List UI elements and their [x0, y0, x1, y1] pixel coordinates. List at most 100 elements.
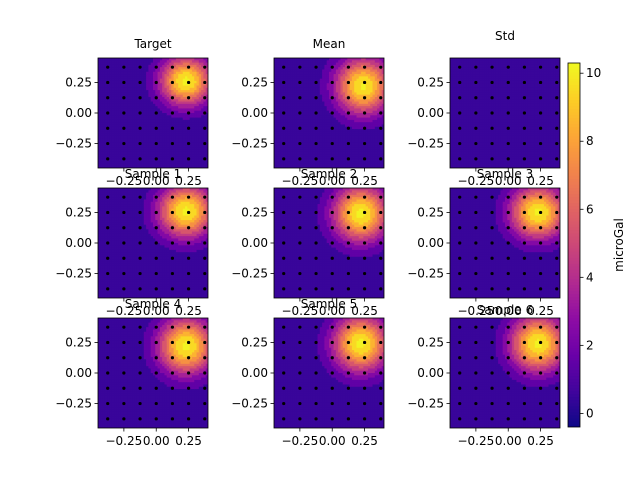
station-dot — [362, 195, 367, 199]
station-dot — [186, 401, 191, 406]
station-dot — [314, 386, 318, 390]
panel-title: Std — [495, 29, 515, 43]
station-dot — [506, 80, 510, 85]
station-dot — [538, 126, 543, 130]
y-tick-label: 0.00 — [65, 106, 92, 120]
x-tick-label: 0.25 — [351, 304, 378, 318]
y-tick-label: 0.25 — [241, 335, 268, 349]
station-dot — [122, 325, 126, 329]
station-dot — [122, 271, 126, 276]
station-dot — [298, 126, 302, 130]
y-tick-label: −0.25 — [231, 137, 268, 151]
station-dot — [538, 80, 543, 85]
station-dot — [362, 401, 367, 406]
y-tick-label: 0.00 — [241, 366, 268, 380]
x-tick-label: −0.25 — [457, 304, 494, 318]
station-dot — [490, 386, 494, 390]
station-dot — [106, 386, 110, 390]
station-dot — [203, 371, 207, 375]
station-dot — [474, 340, 478, 345]
station-dot — [346, 65, 351, 69]
station-dot — [154, 356, 158, 360]
station-dot — [282, 256, 286, 260]
station-dot — [186, 256, 191, 260]
station-dot — [314, 371, 318, 375]
station-dot — [298, 256, 302, 260]
station-dot — [314, 80, 318, 85]
station-dot — [490, 210, 494, 215]
station-dot — [490, 226, 494, 230]
station-dot — [282, 210, 286, 215]
station-dot — [362, 126, 367, 130]
station-dot — [314, 401, 318, 406]
station-dot — [522, 356, 527, 360]
x-tick-label: 0.25 — [175, 304, 202, 318]
x-tick-label: 0.00 — [143, 434, 170, 448]
station-dot — [154, 386, 158, 390]
contour-field — [450, 58, 560, 168]
station-dot — [555, 417, 559, 421]
station-dot — [362, 210, 367, 215]
station-dot — [186, 356, 191, 360]
station-dot — [106, 195, 110, 199]
station-dot — [506, 226, 510, 230]
y-tick-label: 0.25 — [417, 75, 444, 89]
station-dot — [170, 111, 175, 115]
station-dot — [282, 340, 286, 345]
station-dot — [282, 356, 286, 360]
station-dot — [298, 141, 302, 146]
station-dot — [186, 96, 191, 100]
station-dot — [314, 126, 318, 130]
station-dot — [506, 371, 510, 375]
station-dot — [538, 226, 543, 230]
y-tick-label: −0.25 — [231, 397, 268, 411]
y-tick-label: 0.25 — [241, 205, 268, 219]
station-dot — [138, 241, 142, 245]
station-dot — [106, 340, 110, 345]
station-dot — [106, 111, 110, 115]
station-dot — [106, 256, 110, 260]
station-dot — [362, 287, 367, 291]
station-dot — [506, 401, 510, 406]
contour-field — [98, 318, 208, 428]
station-dot — [379, 226, 383, 230]
contour-field — [274, 188, 384, 298]
panel-title: Sample 6 — [477, 303, 533, 317]
station-dot — [379, 371, 383, 375]
station-dot — [203, 386, 207, 390]
station-dot — [186, 325, 191, 329]
station-dot — [298, 111, 302, 115]
station-dot — [490, 256, 494, 260]
station-dot — [330, 226, 334, 230]
station-dot — [122, 401, 126, 406]
station-dot — [186, 65, 191, 69]
station-dot — [458, 256, 462, 260]
x-tick-label: 0.25 — [527, 304, 554, 318]
station-dot — [170, 210, 175, 215]
station-dot — [170, 65, 175, 69]
y-tick-label: 0.00 — [417, 236, 444, 250]
station-dot — [474, 241, 478, 245]
station-dot — [506, 210, 510, 215]
station-dot — [379, 195, 383, 199]
station-dot — [379, 417, 383, 421]
station-dot — [522, 111, 527, 115]
station-dot — [555, 256, 559, 260]
x-tick-label: 0.00 — [319, 434, 346, 448]
y-tick-label: −0.25 — [407, 267, 444, 281]
station-dot — [330, 340, 334, 345]
station-dot — [330, 356, 334, 360]
station-dot — [203, 241, 207, 245]
station-dot — [555, 141, 559, 146]
station-dot — [379, 65, 383, 69]
station-dot — [122, 371, 126, 375]
station-points — [282, 325, 383, 421]
station-dot — [506, 340, 510, 345]
station-dot — [474, 287, 478, 291]
station-dot — [330, 325, 334, 329]
station-dot — [522, 241, 527, 245]
station-dot — [138, 356, 142, 360]
station-dot — [298, 80, 302, 85]
